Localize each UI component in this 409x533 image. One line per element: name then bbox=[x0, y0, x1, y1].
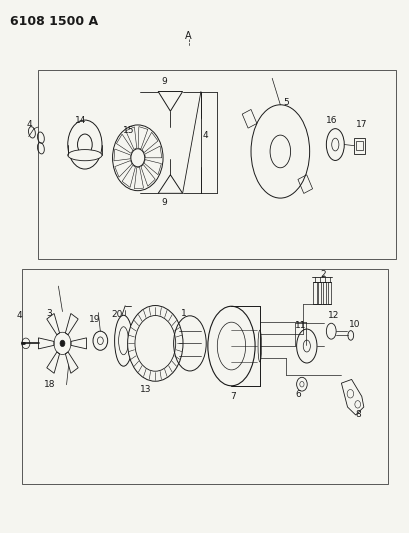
Text: 7: 7 bbox=[230, 392, 236, 401]
Text: 6108 1500 A: 6108 1500 A bbox=[9, 14, 97, 28]
Text: 15: 15 bbox=[122, 126, 134, 135]
Text: 3: 3 bbox=[47, 309, 52, 318]
Bar bbox=[38, 70, 396, 259]
Bar bbox=[353, 138, 364, 154]
Bar bbox=[355, 141, 362, 150]
Text: 18: 18 bbox=[44, 379, 55, 389]
Bar bbox=[312, 282, 316, 304]
Polygon shape bbox=[141, 165, 155, 186]
Polygon shape bbox=[144, 146, 162, 158]
Polygon shape bbox=[47, 352, 59, 373]
Polygon shape bbox=[138, 127, 147, 149]
Circle shape bbox=[60, 340, 65, 346]
Polygon shape bbox=[65, 352, 78, 373]
Text: 2: 2 bbox=[319, 270, 325, 279]
Polygon shape bbox=[47, 313, 59, 335]
Text: 8: 8 bbox=[355, 410, 360, 419]
Bar bbox=[322, 282, 326, 304]
Polygon shape bbox=[122, 165, 135, 187]
Ellipse shape bbox=[135, 316, 175, 371]
Text: 4: 4 bbox=[16, 311, 22, 320]
Polygon shape bbox=[126, 127, 136, 149]
Text: 13: 13 bbox=[140, 385, 151, 394]
Polygon shape bbox=[134, 167, 143, 189]
Text: 16: 16 bbox=[326, 116, 337, 125]
Text: 4: 4 bbox=[202, 131, 208, 140]
Text: A: A bbox=[185, 31, 191, 41]
Text: 5: 5 bbox=[283, 98, 289, 107]
Text: 1: 1 bbox=[180, 309, 186, 318]
Polygon shape bbox=[65, 313, 78, 335]
Polygon shape bbox=[116, 134, 133, 154]
Bar bbox=[22, 269, 387, 484]
Ellipse shape bbox=[67, 150, 102, 161]
Bar bbox=[327, 282, 330, 304]
Polygon shape bbox=[114, 149, 130, 161]
Text: 6: 6 bbox=[295, 390, 301, 399]
Polygon shape bbox=[38, 338, 54, 349]
Text: 4: 4 bbox=[26, 120, 32, 129]
Text: 10: 10 bbox=[348, 320, 360, 329]
Polygon shape bbox=[142, 132, 157, 152]
Ellipse shape bbox=[118, 327, 128, 355]
Polygon shape bbox=[144, 160, 161, 175]
Text: 9: 9 bbox=[161, 77, 167, 86]
Text: 11: 11 bbox=[294, 321, 306, 330]
Text: 19: 19 bbox=[88, 315, 100, 324]
Polygon shape bbox=[71, 338, 86, 349]
Text: 12: 12 bbox=[327, 311, 338, 320]
Text: 14: 14 bbox=[75, 116, 86, 125]
Text: 9: 9 bbox=[161, 198, 167, 207]
Text: 17: 17 bbox=[355, 120, 366, 129]
Polygon shape bbox=[115, 160, 132, 177]
Polygon shape bbox=[341, 379, 363, 415]
Text: 20: 20 bbox=[112, 310, 123, 319]
Bar bbox=[317, 282, 321, 304]
Ellipse shape bbox=[127, 305, 182, 381]
